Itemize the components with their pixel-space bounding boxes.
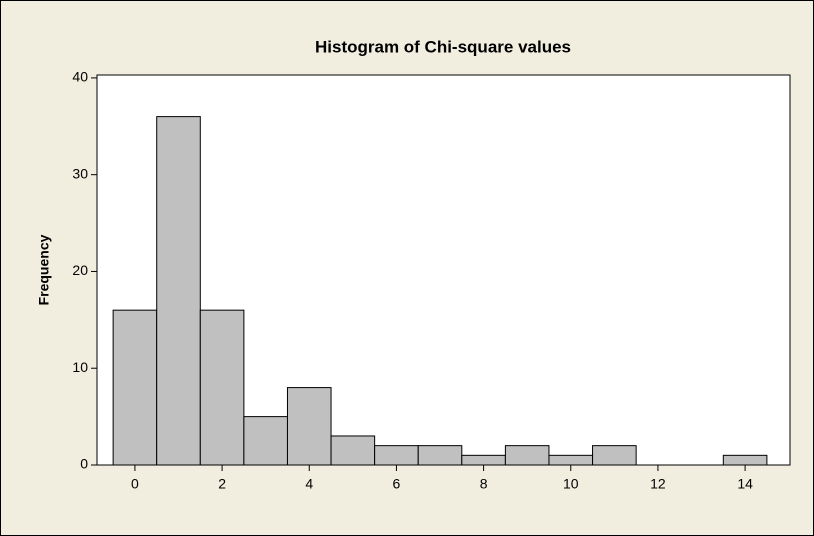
- x-tick-label: 6: [393, 476, 401, 492]
- x-tick-label: 2: [218, 476, 226, 492]
- bar: [112, 309, 158, 466]
- x-tick-label: 10: [563, 476, 579, 492]
- bar: [330, 435, 376, 466]
- bar: [199, 309, 245, 466]
- x-tick-label: 8: [480, 476, 488, 492]
- bar: [592, 445, 637, 466]
- x-tick-label: 4: [305, 476, 313, 492]
- chart-title: Histogram of Chi-square values: [315, 37, 571, 56]
- y-tick-label: 30: [72, 165, 88, 181]
- x-tick-label: 12: [650, 476, 666, 492]
- bar: [722, 454, 768, 466]
- x-tick-label: 14: [737, 476, 753, 492]
- bar: [374, 445, 419, 466]
- y-tick-label: 20: [72, 262, 88, 278]
- y-tick-label: 40: [72, 69, 88, 85]
- bar: [243, 416, 288, 466]
- x-tick-label: 0: [131, 476, 139, 492]
- bar: [156, 116, 201, 466]
- bar: [286, 387, 332, 466]
- bar: [504, 445, 550, 466]
- y-tick-label: 0: [80, 456, 88, 472]
- bar: [461, 454, 506, 466]
- y-axis-label: Frequency: [36, 234, 52, 305]
- bar: [548, 454, 594, 466]
- y-tick-label: 10: [72, 359, 88, 375]
- bar: [417, 445, 463, 466]
